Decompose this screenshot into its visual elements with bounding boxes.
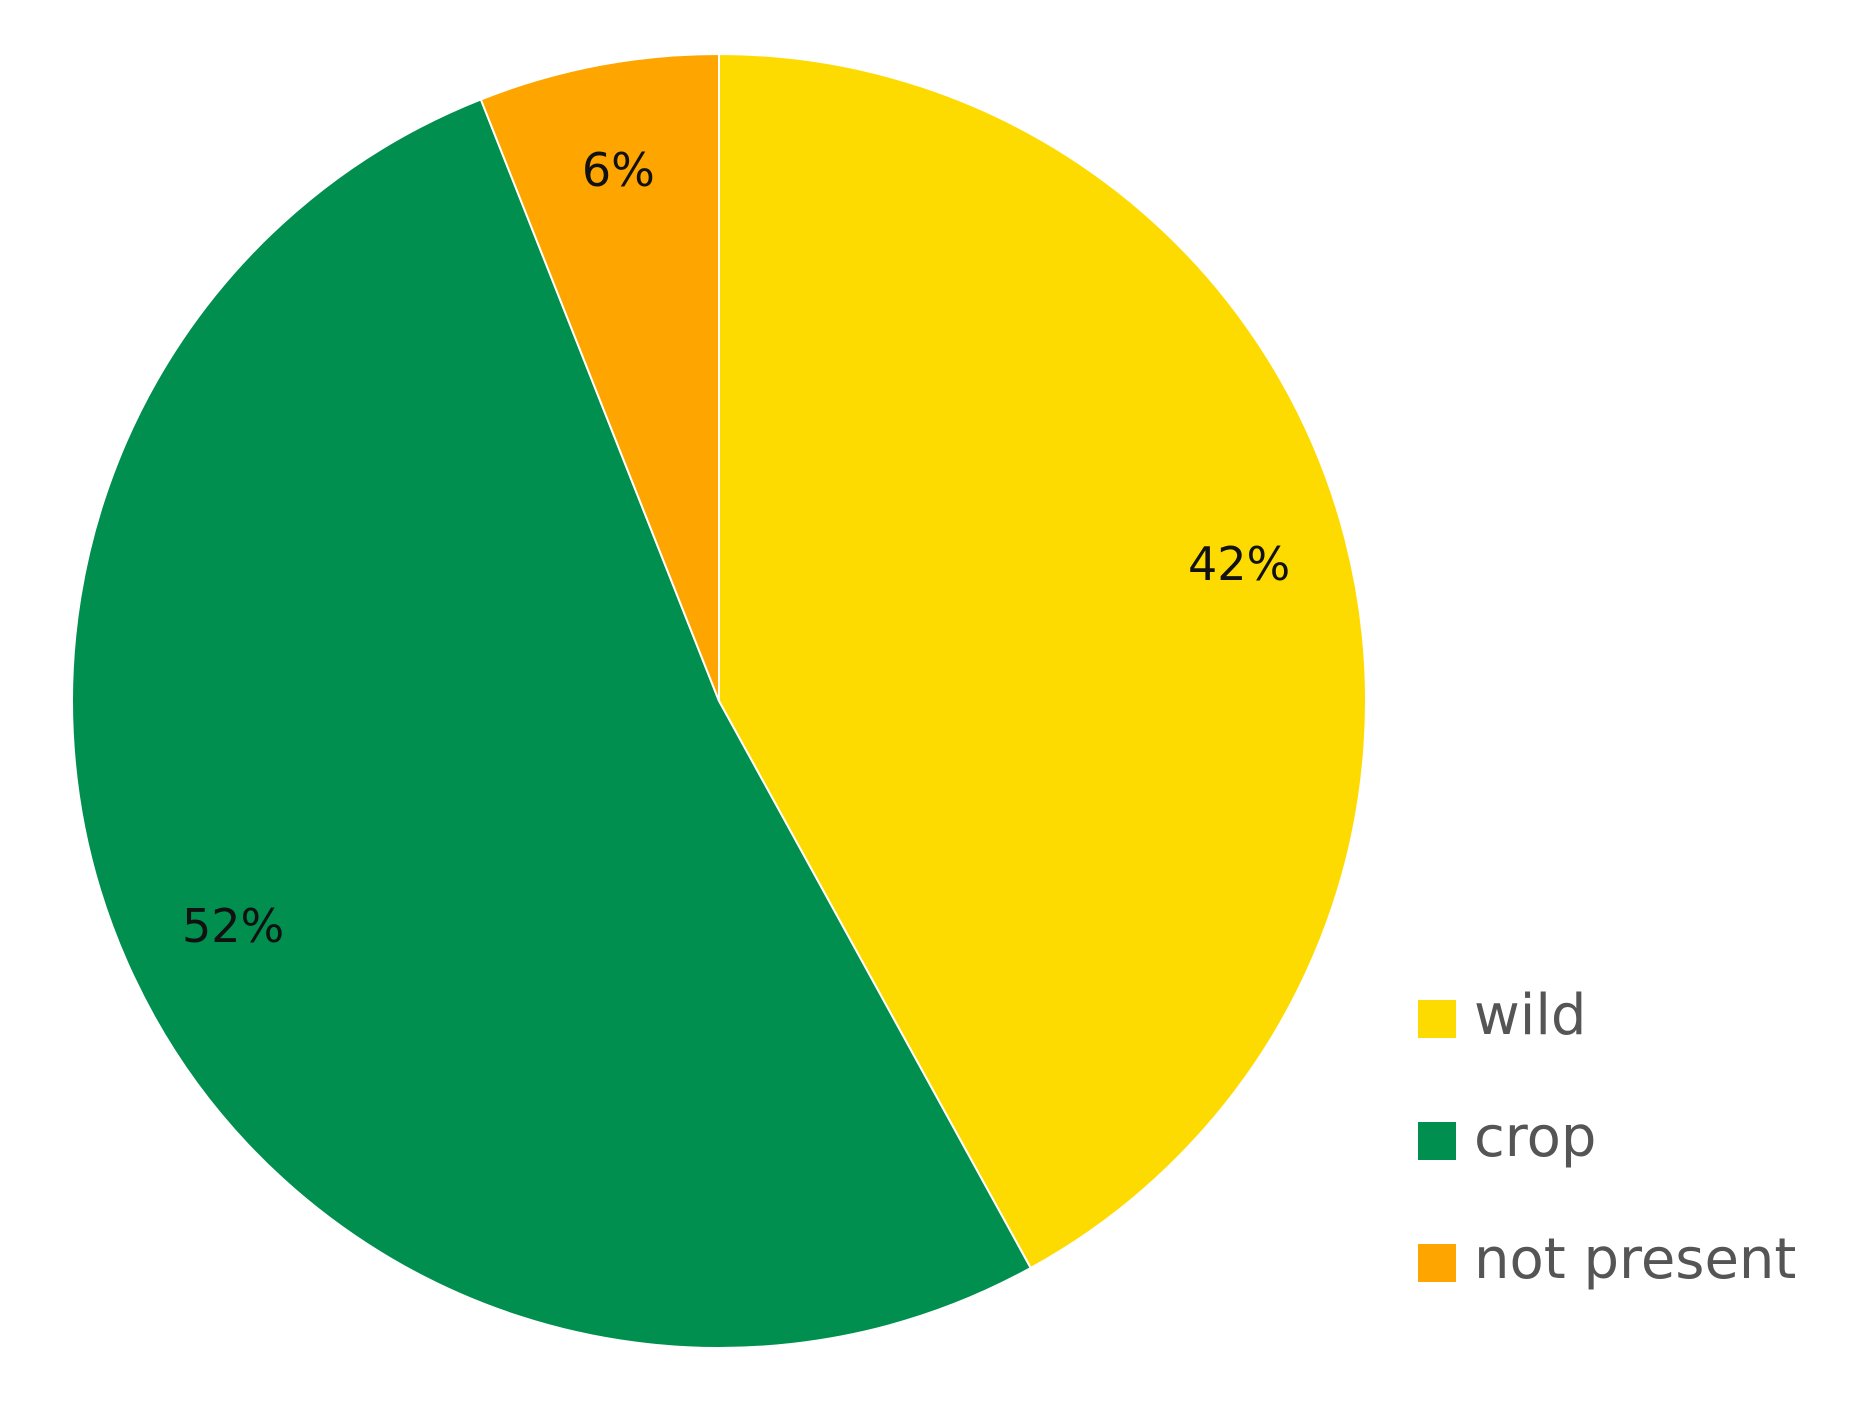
legend-label: wild xyxy=(1474,983,1586,1048)
legend-label: not present xyxy=(1474,1227,1796,1292)
legend-swatch xyxy=(1418,1122,1456,1160)
data-label: 6% xyxy=(582,143,655,197)
data-label: 42% xyxy=(1188,537,1290,591)
legend-swatch xyxy=(1418,1244,1456,1282)
legend-swatch xyxy=(1418,1000,1456,1038)
pie-slice xyxy=(71,98,1033,1349)
legend-label: crop xyxy=(1474,1105,1596,1170)
pie-slice xyxy=(479,52,720,702)
data-label: 52% xyxy=(182,899,284,953)
pie-slice xyxy=(718,52,1367,1270)
